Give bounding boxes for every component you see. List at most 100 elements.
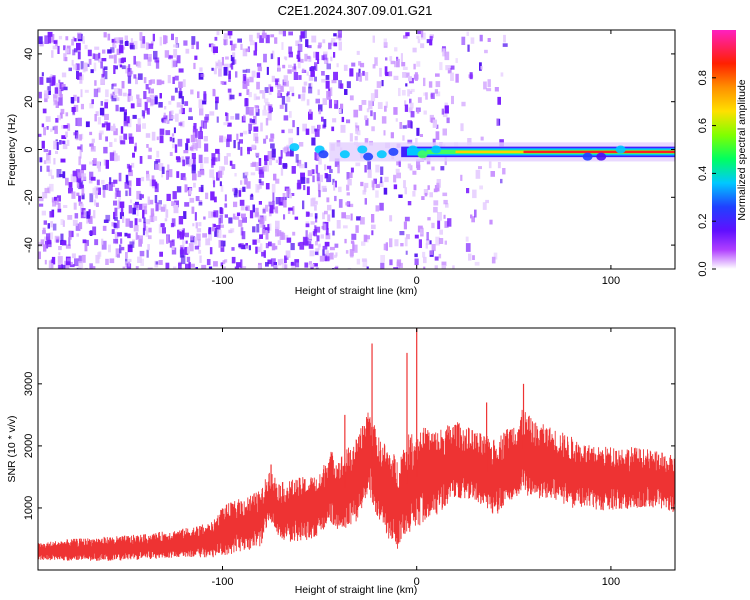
noise-cell [112,150,116,156]
noise-cell [227,31,233,36]
noise-cell [165,209,169,218]
noise-cell [258,201,262,205]
noise-cell [114,233,119,238]
noise-cell [326,197,330,203]
snr-frame [37,327,676,571]
noise-cell [221,57,224,66]
noise-cell [104,70,108,80]
noise-cell [351,233,357,240]
noise-cell [233,140,236,149]
noise-cell [395,118,398,122]
noise-cell [120,140,126,145]
noise-cell [460,123,464,132]
noise-cell [264,156,268,166]
noise-cell [94,80,97,86]
noise-cell [148,147,152,152]
noise-cell [71,191,76,199]
noise-cell [215,96,219,104]
noise-cell [308,75,314,81]
noise-cell [171,242,175,250]
noise-cell [142,36,146,44]
noise-cell [430,92,435,99]
noise-cell [197,239,201,247]
noise-cell [211,227,215,231]
noise-cell [502,43,508,47]
noise-cell [59,112,63,119]
noise-cell [86,211,91,219]
noise-cell [280,258,284,265]
noise-cell [375,184,380,188]
noise-cell [47,86,51,93]
noise-cell [158,200,162,205]
noise-cell [62,264,66,269]
noise-cell [146,174,150,181]
noise-cell [314,152,317,161]
noise-cell [234,266,240,269]
noise-cell [272,192,275,202]
noise-cell [353,109,359,118]
noise-cell [50,128,53,132]
noise-cell [158,163,164,171]
noise-cell [370,93,376,102]
noise-cell [213,210,219,218]
noise-cell [79,76,83,84]
noise-cell [91,99,94,105]
noise-cell [401,90,406,96]
noise-cell [113,238,119,244]
noise-cell [447,68,452,74]
noise-cell [169,136,173,142]
noise-cell [93,62,97,72]
noise-cell [161,166,165,174]
signal-blob [431,145,442,154]
y-tick-label: -20 [23,189,35,205]
noise-cell [136,94,140,99]
noise-cell [278,156,282,165]
noise-cell [338,199,343,208]
noise-cell [228,74,231,82]
noise-cell [128,169,133,177]
noise-cell [385,57,388,61]
noise-cell [114,87,117,95]
noise-cell [129,199,133,204]
noise-cell [429,36,433,41]
noise-cell [186,157,190,164]
noise-cell [346,192,350,196]
noise-cell [167,75,171,84]
noise-cell [113,179,118,184]
noise-cell [367,169,372,178]
colorbar-tick-label: 0.0 [697,261,709,276]
noise-cell [225,113,229,122]
noise-cell [127,68,132,77]
noise-cell [220,245,225,252]
noise-cell [286,188,291,197]
noise-cell [229,94,235,100]
noise-cell [412,191,416,197]
noise-cell [56,169,62,178]
noise-cell [285,56,288,61]
noise-cell [374,89,379,98]
noise-cell [383,38,387,47]
noise-cell [94,199,97,206]
noise-cell [349,133,353,142]
noise-cell [379,67,382,77]
noise-cell [148,80,152,86]
noise-cell [320,234,324,239]
noise-cell [254,105,259,109]
noise-cell [435,73,440,77]
noise-cell [441,108,444,115]
noise-cell [77,117,82,127]
noise-cell [211,153,216,161]
noise-cell [105,214,111,222]
noise-cell [314,129,320,137]
noise-cell [228,34,232,39]
noise-cell [245,68,251,73]
noise-cell [292,231,296,236]
noise-cell [191,153,196,159]
noise-cell [190,134,195,143]
x-tick-label: 0 [414,576,420,588]
noise-cell [61,125,65,129]
noise-cell [339,83,344,89]
noise-cell [437,212,442,221]
noise-cell [208,266,213,269]
noise-cell [229,160,233,166]
